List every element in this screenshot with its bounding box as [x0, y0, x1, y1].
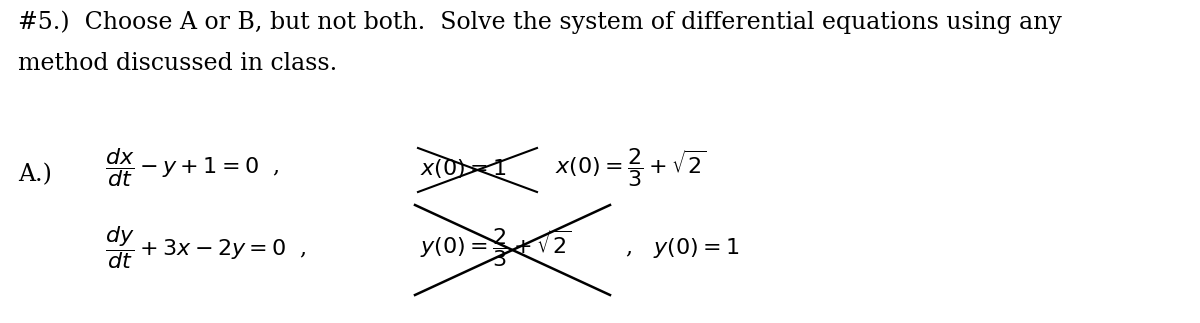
Text: $\dfrac{dx}{dt}-y+1=0$  ,: $\dfrac{dx}{dt}-y+1=0$ , [106, 147, 280, 190]
Text: $x(0)=\dfrac{2}{3}+\sqrt{2}$: $x(0)=\dfrac{2}{3}+\sqrt{2}$ [554, 147, 707, 190]
Text: method discussed in class.: method discussed in class. [18, 52, 337, 75]
Text: $x(0)=1$: $x(0)=1$ [420, 157, 506, 180]
Text: A.): A.) [18, 163, 52, 186]
Text: $y(0)=\dfrac{2}{3}+\sqrt{2}$: $y(0)=\dfrac{2}{3}+\sqrt{2}$ [420, 226, 571, 269]
Text: ,   $y(0)=1$: , $y(0)=1$ [625, 236, 739, 260]
Text: #5.)  Choose A or B, but not both.  Solve the system of differential equations u: #5.) Choose A or B, but not both. Solve … [18, 10, 1062, 34]
Text: $\dfrac{dy}{dt}+3x-2y=0$  ,: $\dfrac{dy}{dt}+3x-2y=0$ , [106, 224, 307, 271]
